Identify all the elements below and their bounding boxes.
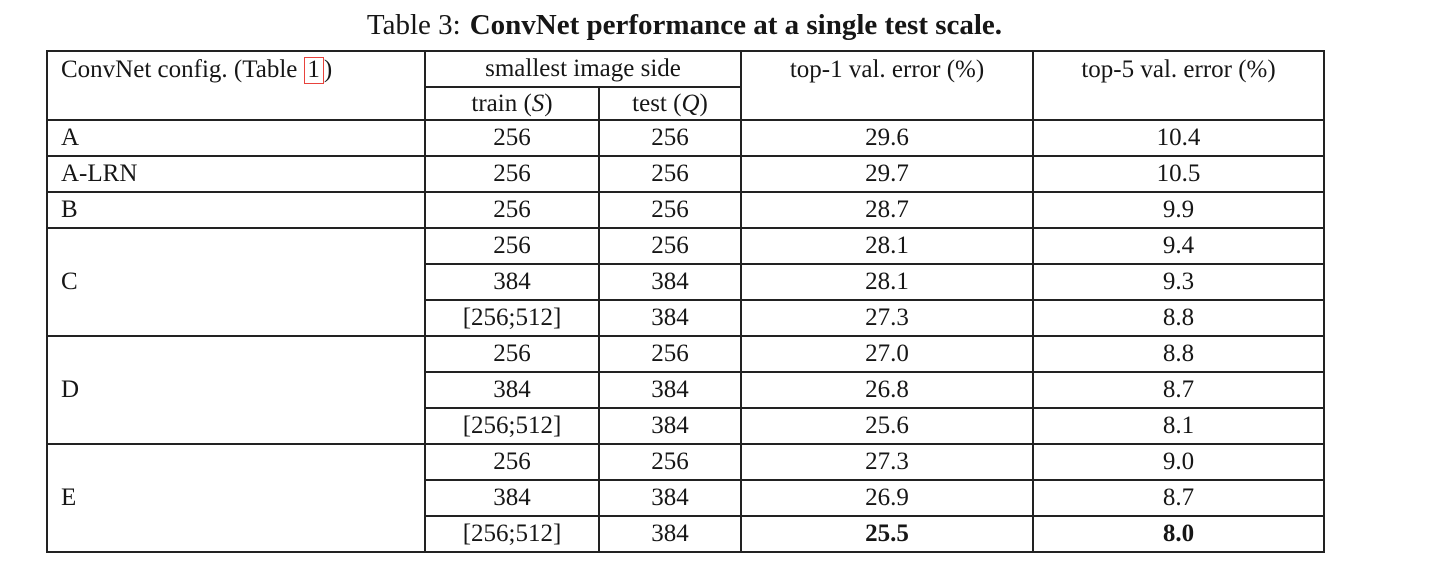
config-cell: D <box>46 335 426 445</box>
test-cell: 256 <box>597 119 743 157</box>
table-row-e1: E 256 256 27.3 9.0 <box>46 443 1326 553</box>
header-test-var: Q <box>681 89 700 117</box>
top1-cell: 27.0 <box>740 335 1035 373</box>
top1-cell: 28.1 <box>740 263 1035 301</box>
top1-cell-best: 25.5 <box>740 515 1035 553</box>
table-row-a: A 256 256 29.6 10.4 <box>46 119 1326 157</box>
caption-label: Table 3: <box>366 9 461 41</box>
train-cell: 384 <box>424 479 600 517</box>
train-cell: [256;512] <box>424 299 600 337</box>
test-cell: 256 <box>597 191 743 229</box>
test-cell: 256 <box>597 155 743 193</box>
top5-cell: 9.4 <box>1032 227 1326 265</box>
test-cell: 384 <box>597 263 743 301</box>
train-cell: 256 <box>424 227 600 265</box>
test-cell: 384 <box>597 407 743 445</box>
table-row-e2: 384 384 26.9 8.7 <box>47 479 1326 517</box>
caption-title: ConvNet performance at a single test sca… <box>469 9 1003 41</box>
top5-cell: 10.5 <box>1032 155 1326 193</box>
config-cell: B <box>46 191 426 229</box>
train-cell: [256;512] <box>424 407 600 445</box>
test-cell: 384 <box>597 371 743 409</box>
train-cell: [256;512] <box>424 515 600 553</box>
header-top5: top-5 val. error (%) <box>1032 50 1326 121</box>
test-cell: 256 <box>597 335 743 373</box>
header-top1: top-1 val. error (%) <box>740 50 1035 121</box>
header-train: train (S) <box>424 86 600 121</box>
top1-cell: 29.6 <box>740 119 1035 157</box>
table-row-c3: [256;512] 384 27.3 8.8 <box>47 299 1326 337</box>
config-cell: A-LRN <box>46 155 426 193</box>
table-caption: Table 3: ConvNet performance at a single … <box>47 6 1322 44</box>
table-row-d2: 384 384 26.8 8.7 <box>47 371 1326 409</box>
table-row-d1: D 256 256 27.0 8.8 <box>46 335 1326 445</box>
header-config: ConvNet config. (Table 1) <box>46 50 426 121</box>
table-row-d3: [256;512] 384 25.6 8.1 <box>47 407 1326 445</box>
header-test: test (Q) <box>597 86 743 121</box>
header-train-text: train ( <box>471 89 532 117</box>
top5-cell: 8.8 <box>1032 335 1326 373</box>
table-row-c2: 384 384 28.1 9.3 <box>47 263 1326 301</box>
header-row-1: ConvNet config. (Table 1) smallest image … <box>46 50 1326 121</box>
header-image-side: smallest image side <box>423 50 743 88</box>
header-test-close: ) <box>699 89 708 117</box>
top1-cell: 25.6 <box>740 407 1035 445</box>
train-cell: 384 <box>424 371 600 409</box>
header-test-text: test ( <box>632 89 682 117</box>
table-1-ref-link[interactable]: 1 <box>304 57 324 84</box>
train-cell: 256 <box>424 119 600 157</box>
table-row-b: B 256 256 28.7 9.9 <box>46 191 1326 229</box>
top5-cell: 8.1 <box>1032 407 1326 445</box>
top5-cell: 8.7 <box>1032 479 1326 517</box>
top1-cell: 27.3 <box>740 443 1035 481</box>
test-cell: 256 <box>597 227 743 265</box>
test-cell: 384 <box>597 299 743 337</box>
top5-cell-best: 8.0 <box>1032 515 1326 553</box>
table-body: A 256 256 29.6 10.4 A-LRN 256 256 29.7 1… <box>46 119 1326 553</box>
header-train-close: ) <box>544 89 553 117</box>
top1-cell: 28.7 <box>740 191 1035 229</box>
top5-cell: 8.8 <box>1032 299 1326 337</box>
train-cell: 384 <box>424 263 600 301</box>
train-cell: 256 <box>424 155 600 193</box>
top1-cell: 29.7 <box>740 155 1035 193</box>
top5-cell: 8.7 <box>1032 371 1326 409</box>
test-cell: 384 <box>597 479 743 517</box>
config-cell: E <box>46 443 426 553</box>
train-cell: 256 <box>424 443 600 481</box>
top5-cell: 9.3 <box>1032 263 1326 301</box>
config-cell: C <box>46 227 426 337</box>
test-cell: 256 <box>597 443 743 481</box>
top1-cell: 26.8 <box>740 371 1035 409</box>
top5-cell: 10.4 <box>1032 119 1326 157</box>
top5-cell: 9.9 <box>1032 191 1326 229</box>
test-cell: 384 <box>597 515 743 553</box>
top1-cell: 27.3 <box>740 299 1035 337</box>
header-config-close: ) <box>323 56 333 83</box>
table-header: ConvNet config. (Table 1) smallest image … <box>46 50 1326 121</box>
top1-cell: 26.9 <box>740 479 1035 517</box>
results-table: ConvNet config. (Table 1) smallest image … <box>46 50 1326 553</box>
header-row-2: train (S) test (Q) <box>47 86 1324 121</box>
table-row-c1: C 256 256 28.1 9.4 <box>46 227 1326 337</box>
table-row-e3: [256;512] 384 25.5 8.0 <box>47 515 1326 553</box>
config-cell: A <box>46 119 426 157</box>
top5-cell: 9.0 <box>1032 443 1326 481</box>
header-train-var: S <box>531 89 545 117</box>
train-cell: 256 <box>424 335 600 373</box>
header-config-text: ConvNet config. (Table <box>61 56 298 83</box>
table-row-a-lrn: A-LRN 256 256 29.7 10.5 <box>46 155 1326 193</box>
top1-cell: 28.1 <box>740 227 1035 265</box>
train-cell: 256 <box>424 191 600 229</box>
